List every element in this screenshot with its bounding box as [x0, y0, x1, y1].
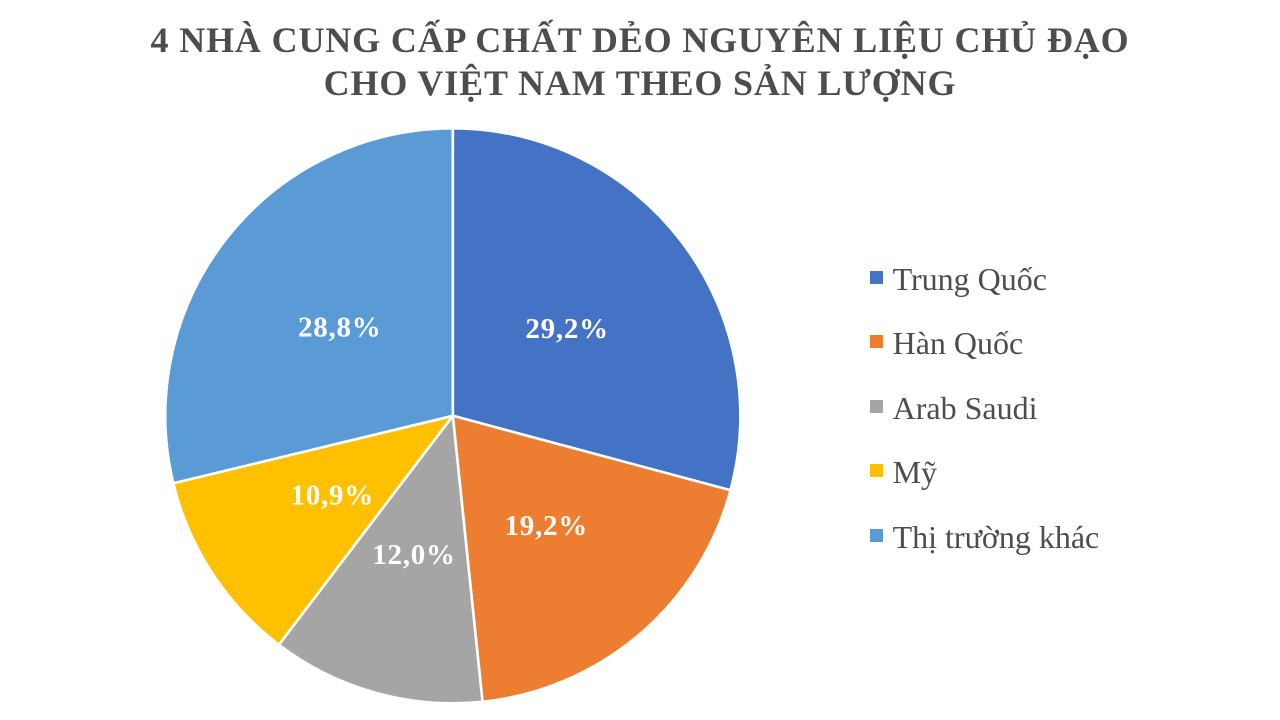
svg-text:28,8%: 28,8%	[298, 311, 382, 343]
svg-text:10,9%: 10,9%	[291, 479, 375, 511]
svg-text:19,2%: 19,2%	[504, 510, 588, 542]
svg-text:29,2%: 29,2%	[525, 313, 609, 345]
svg-text:12,0%: 12,0%	[372, 539, 456, 571]
